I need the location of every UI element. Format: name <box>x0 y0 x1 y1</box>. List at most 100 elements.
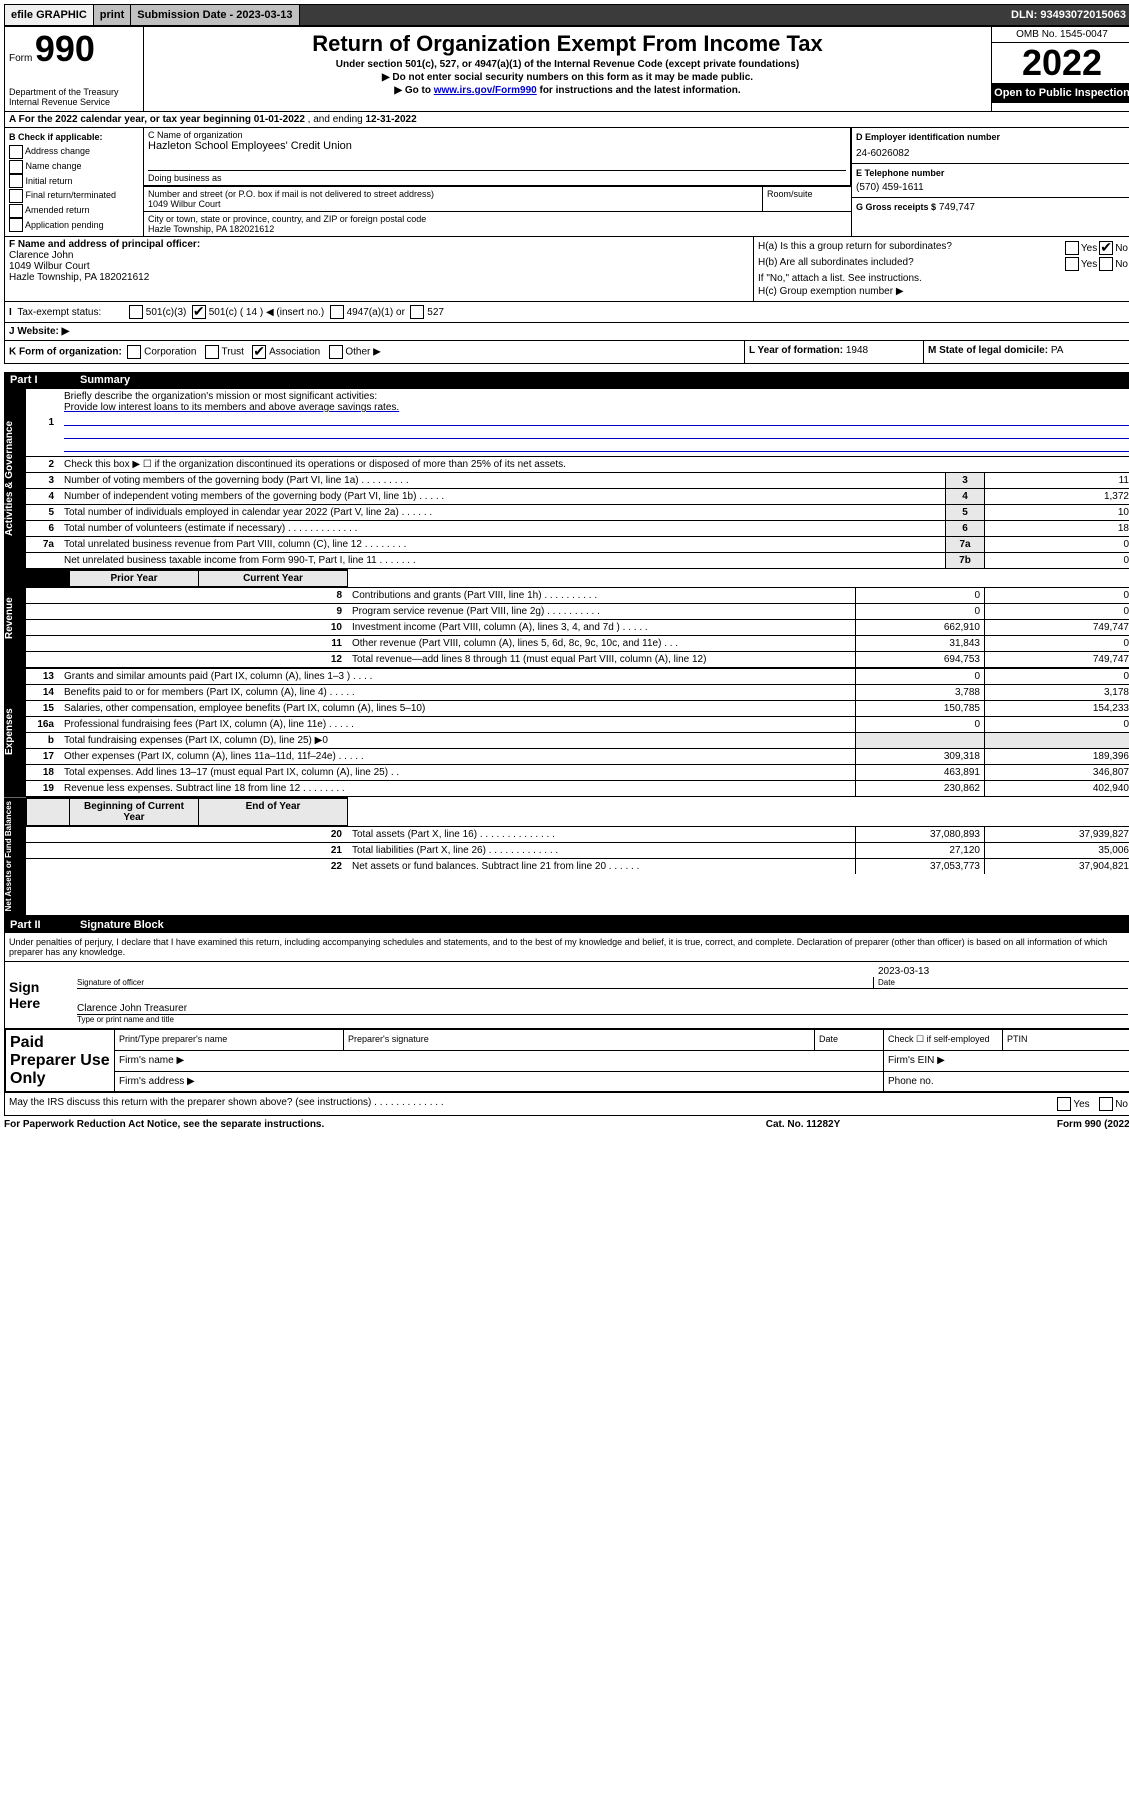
checkbox-icon[interactable] <box>129 305 143 319</box>
row-a-mid: , and ending <box>308 114 366 125</box>
part1-label: Part I <box>10 374 80 386</box>
col-b: B Check if applicable: Address change Na… <box>5 128 144 236</box>
org-name: Hazleton School Employees' Credit Union <box>148 140 846 152</box>
table-row: 3Number of voting members of the governi… <box>26 473 1129 489</box>
paperwork-notice: For Paperwork Reduction Act Notice, see … <box>4 1119 673 1130</box>
sig-officer-caption: Signature of officer <box>77 978 144 987</box>
table-row: 22Net assets or fund balances. Subtract … <box>26 859 1129 875</box>
omb-number: OMB No. 1545-0047 <box>992 27 1129 43</box>
table-row: bTotal fundraising expenses (Part IX, co… <box>26 733 1129 749</box>
date-caption: Date <box>878 978 895 987</box>
section-revenue: Revenue Prior YearCurrent Year 8Contribu… <box>4 569 1129 668</box>
table-row: 18Total expenses. Add lines 13–17 (must … <box>26 765 1129 781</box>
table-row: 8Contributions and grants (Part VIII, li… <box>26 588 1129 604</box>
header-right: OMB No. 1545-0047 2022 Open to Public In… <box>991 27 1129 111</box>
ha-label: H(a) Is this a group return for subordin… <box>758 241 1065 255</box>
paid-preparer-label: Paid Preparer Use Only <box>6 1030 115 1092</box>
efile-label: efile GRAPHIC <box>5 5 94 25</box>
sig-date: 2023-03-13 <box>878 966 1128 977</box>
checkbox-icon[interactable] <box>329 345 343 359</box>
form-header: Form 990 Department of the Treasury Inte… <box>4 26 1129 112</box>
checkbox-icon[interactable] <box>9 145 23 159</box>
firm-addr: Firm's address ▶ <box>115 1071 884 1092</box>
checkbox-icon[interactable] <box>1099 241 1113 255</box>
checkbox-icon[interactable] <box>1065 241 1079 255</box>
officer-city: Hazle Township, PA 182021612 <box>9 272 149 283</box>
declaration: Under penalties of perjury, I declare th… <box>5 933 1129 961</box>
exp-rows: 13Grants and similar amounts paid (Part … <box>26 668 1129 796</box>
print-button[interactable]: print <box>94 5 131 25</box>
checkbox-icon[interactable] <box>1065 257 1079 271</box>
block-bcde: B Check if applicable: Address change Na… <box>4 128 1129 237</box>
checkbox-icon[interactable] <box>1057 1097 1071 1111</box>
c-name-label: C Name of organization <box>148 130 846 140</box>
chk-address: Address change <box>9 144 139 159</box>
phone-label: E Telephone number <box>856 168 1128 178</box>
part2-body: Under penalties of perjury, I declare th… <box>4 933 1129 1116</box>
tax-year: 2022 <box>992 43 1129 83</box>
table-row: 5Total number of individuals employed in… <box>26 505 1129 521</box>
checkbox-icon[interactable] <box>252 345 266 359</box>
firm-name: Firm's name ▶ <box>115 1051 884 1072</box>
part2-title: Signature Block <box>80 919 164 931</box>
hb-label: H(b) Are all subordinates included? <box>758 257 1065 271</box>
checkbox-icon[interactable] <box>205 345 219 359</box>
checkbox-icon[interactable] <box>9 174 23 188</box>
checkbox-icon[interactable] <box>410 305 424 319</box>
checkbox-icon[interactable] <box>127 345 141 359</box>
checkbox-icon[interactable] <box>1099 257 1113 271</box>
checkbox-icon[interactable] <box>192 305 206 319</box>
checkbox-icon[interactable] <box>9 204 23 218</box>
table-row: 14Benefits paid to or for members (Part … <box>26 685 1129 701</box>
chk-initial: Initial return <box>9 174 139 189</box>
col-l: L Year of formation: 1948 <box>745 341 924 363</box>
side-netassets: Net Assets or Fund Balances <box>4 797 26 915</box>
checkbox-icon[interactable] <box>330 305 344 319</box>
table-row: 11Other revenue (Part VIII, column (A), … <box>26 636 1129 652</box>
officer-name-title: Clarence John Treasurer <box>77 1003 187 1014</box>
part2-header: Part II Signature Block <box>4 917 1129 933</box>
part1-header: Part I Summary <box>4 372 1129 388</box>
dept-label: Department of the Treasury <box>9 87 139 97</box>
gross-value: 749,747 <box>939 202 975 213</box>
open-inspection: Open to Public Inspection <box>992 83 1129 103</box>
topbar-spacer <box>300 5 1005 25</box>
discuss-label: May the IRS discuss this return with the… <box>9 1097 1057 1111</box>
j-label: J Website: ▶ <box>9 326 69 337</box>
chk-pending: Application pending <box>9 218 139 233</box>
sign-here: Sign Here <box>5 962 73 1028</box>
checkbox-icon[interactable] <box>9 218 23 232</box>
form-ref: Form 990 (2022) <box>933 1119 1129 1130</box>
irs-label: Internal Revenue Service <box>9 97 139 107</box>
form-label: Form <box>9 53 32 64</box>
block-fh: F Name and address of principal officer:… <box>4 237 1129 302</box>
street-value: 1049 Wilbur Court <box>148 199 758 209</box>
table-row: 10Investment income (Part VIII, column (… <box>26 620 1129 636</box>
hc-label: H(c) Group exemption number ▶ <box>758 286 1128 297</box>
section-netassets: Net Assets or Fund Balances Beginning of… <box>4 797 1129 917</box>
city-label: City or town, state or province, country… <box>148 214 847 224</box>
table-row: 19Revenue less expenses. Subtract line 1… <box>26 781 1129 797</box>
city-value: Hazle Township, PA 182021612 <box>148 224 847 234</box>
ein-value: 24-6026082 <box>856 148 1128 159</box>
prep-sig-label: Preparer's signature <box>344 1030 815 1051</box>
gov-rows: 3Number of voting members of the governi… <box>26 472 1129 568</box>
page-footer: For Paperwork Reduction Act Notice, see … <box>4 1116 1129 1130</box>
instructions-link[interactable]: www.irs.gov/Form990 <box>434 85 537 96</box>
checkbox-icon[interactable] <box>9 160 23 174</box>
cat-no: Cat. No. 11282Y <box>673 1119 933 1130</box>
form-title: Return of Organization Exempt From Incom… <box>152 31 983 57</box>
checkbox-icon[interactable] <box>9 189 23 203</box>
preparer-table: Paid Preparer Use Only Print/Type prepar… <box>5 1029 1129 1092</box>
room-label: Room/suite <box>763 187 851 211</box>
ein-label: D Employer identification number <box>856 132 1128 142</box>
rev-rows: Prior YearCurrent Year 8Contributions an… <box>26 569 1129 667</box>
col-h: H(a) Is this a group return for subordin… <box>753 237 1129 301</box>
row-j: J Website: ▶ <box>4 323 1129 341</box>
prep-date-label: Date <box>815 1030 884 1051</box>
section-governance: Activities & Governance 1 Briefly descri… <box>4 388 1129 569</box>
street-label: Number and street (or P.O. box if mail i… <box>148 189 758 199</box>
row-a: A For the 2022 calendar year, or tax yea… <box>4 112 1129 128</box>
section-expenses: Expenses 13Grants and similar amounts pa… <box>4 668 1129 797</box>
checkbox-icon[interactable] <box>1099 1097 1113 1111</box>
